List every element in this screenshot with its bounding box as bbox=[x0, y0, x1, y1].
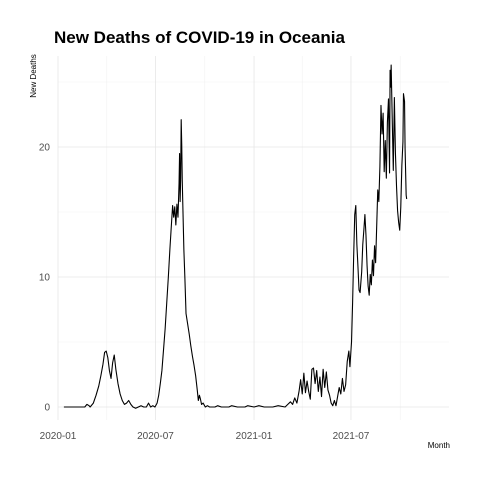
y-axis-label: New Deaths bbox=[29, 54, 38, 98]
y-tick-label: 10 bbox=[39, 273, 51, 284]
x-tick-label: 2021-07 bbox=[333, 431, 370, 442]
grid bbox=[57, 56, 449, 420]
series-line-new-deaths bbox=[63, 64, 408, 409]
y-tick-label: 20 bbox=[39, 143, 51, 154]
x-tick-label: 2021-01 bbox=[236, 431, 273, 442]
x-axis-label: Month bbox=[428, 441, 450, 450]
x-tick-label: 2020-07 bbox=[137, 431, 174, 442]
y-tick-label: 0 bbox=[44, 403, 50, 414]
chart-title: New Deaths of COVID-19 in Oceania bbox=[54, 28, 346, 47]
x-tick-label: 2020-01 bbox=[40, 431, 77, 442]
y-axis-ticks: 0 10 20 bbox=[39, 143, 51, 414]
x-axis-ticks: 2020-01 2020-07 2021-01 2021-07 bbox=[40, 431, 370, 442]
